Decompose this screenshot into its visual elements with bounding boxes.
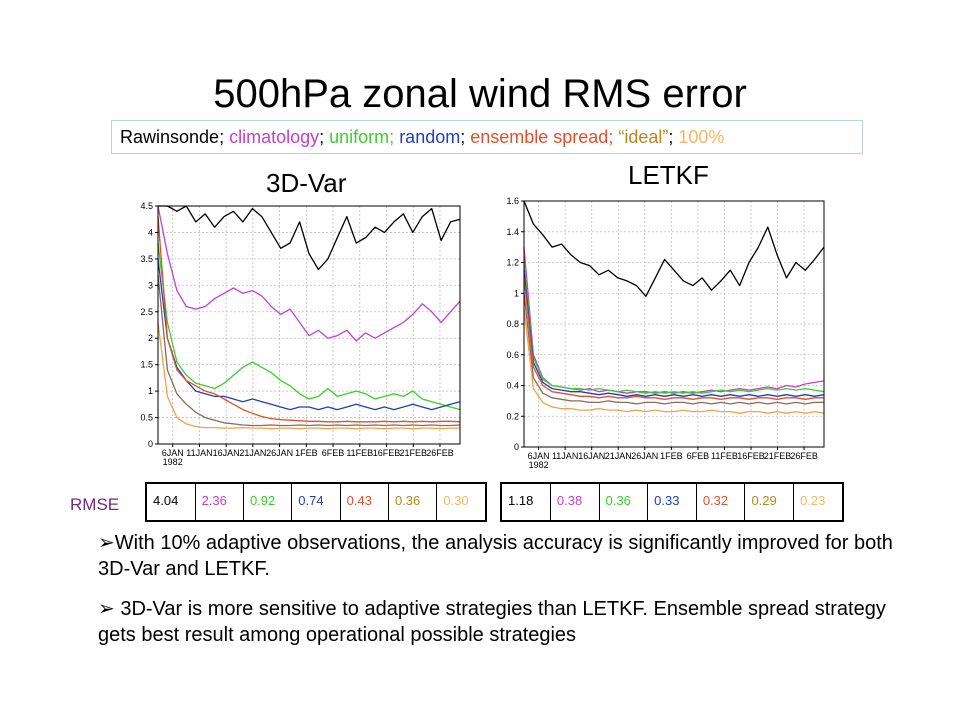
x-tick-label: 6FEB — [322, 448, 345, 458]
series-line — [523, 247, 825, 394]
x-tick-label: 11JAN — [186, 448, 212, 458]
chart-title-letkf: LETKF — [628, 160, 709, 190]
x-tick-label: 21FEB — [399, 448, 427, 458]
x-tick-label: 6JAN — [162, 448, 184, 458]
y-tick-label: 0.5 — [140, 413, 153, 423]
rmse-cell: 0.29 — [744, 482, 795, 522]
series-line — [523, 308, 825, 414]
series-line — [157, 205, 461, 342]
x-axis-year: 1982 — [163, 457, 183, 467]
plot-frame — [523, 200, 825, 448]
x-tick-label: 16JAN — [578, 451, 605, 461]
rmse-cell: 4.04 — [145, 482, 196, 522]
x-tick-label: 11FEB — [346, 448, 373, 458]
x-tick-label: 26JAN — [631, 451, 658, 461]
series-line — [523, 293, 824, 405]
legend-item: ; — [219, 127, 230, 147]
y-tick-label: 1 — [514, 288, 519, 298]
y-tick-label: 3.5 — [140, 254, 153, 264]
legend-item: random — [399, 127, 461, 147]
chart-letkf: 0 0.2 0.4 0.6 0.8 1 1.2 1.4 1.6 6JAN 11JAN 16JAN 21J… — [506, 196, 825, 470]
legend-item: 100% — [678, 127, 725, 147]
legend-item: ensemble spread; — [470, 127, 614, 147]
series-line — [157, 216, 461, 423]
rmse-table-letkf: 1.18 0.38 0.36 0.33 0.32 0.29 0.23 — [500, 482, 844, 522]
y-tick-label: 0.6 — [506, 350, 519, 360]
rmse-cell: 0.92 — [242, 482, 293, 522]
y-tick-label: 4 — [148, 227, 153, 237]
x-tick-label: 26FEB — [426, 448, 454, 458]
y-tick-label: 0.2 — [506, 411, 519, 421]
rmse-cell: 0.36 — [598, 482, 649, 522]
bullet-point-1: ➢With 10% adaptive observations, the ana… — [98, 532, 893, 580]
slide-title: 500hPa zonal wind RMS error — [213, 72, 747, 116]
x-tick-label: 26FEB — [790, 451, 818, 461]
y-tick-label: 1.4 — [506, 227, 519, 237]
rmse-table-3dvar: 4.04 2.36 0.92 0.74 0.43 0.36 0.30 — [145, 482, 487, 522]
chart-title-3dvar: 3D-Var — [266, 168, 347, 198]
legend-item: climatology — [229, 127, 320, 147]
rmse-cell: 0.30 — [436, 482, 487, 522]
rmse-cell: 0.32 — [695, 482, 746, 522]
legend-item: ; — [668, 127, 679, 147]
legend-item: ; — [319, 127, 330, 147]
y-tick-label: 2.5 — [140, 307, 153, 317]
legend-item: uniform; — [329, 127, 395, 147]
series-line — [157, 322, 460, 430]
x-tick-label: 6JAN — [528, 451, 550, 461]
legend-item: ; — [460, 127, 471, 147]
y-tick-label: 0 — [514, 442, 519, 452]
rmse-label: RMSE — [70, 495, 120, 514]
rmse-cell: 0.74 — [291, 482, 341, 522]
rmse-cell: 0.43 — [339, 482, 389, 522]
y-tick-label: 1.6 — [506, 196, 519, 206]
series-line — [523, 270, 825, 397]
legend-box: Rawinsonde; climatology; uniform; random… — [111, 120, 863, 154]
y-tick-label: 0 — [148, 439, 153, 449]
y-tick-label: 1.2 — [506, 258, 519, 268]
x-tick-label: 11FEB — [711, 451, 738, 461]
y-tick-label: 0.4 — [506, 381, 519, 391]
x-tick-label: 16FEB — [373, 448, 401, 458]
x-tick-label: 26JAN — [266, 448, 293, 458]
series-line — [157, 242, 461, 411]
plot-frame — [157, 205, 461, 445]
x-tick-label: 16JAN — [213, 448, 240, 458]
y-tick-label: 0.8 — [506, 319, 519, 329]
x-tick-label: 21JAN — [605, 451, 632, 461]
rmse-cell: 0.33 — [647, 482, 697, 522]
x-tick-label: 6FEB — [687, 451, 710, 461]
x-tick-label: 21JAN — [239, 448, 266, 458]
x-axis-year: 1982 — [529, 460, 549, 470]
rmse-cell: 2.36 — [194, 482, 244, 522]
y-tick-label: 3 — [148, 280, 153, 290]
legend-item: Rawinsonde — [120, 127, 220, 147]
bullet-point-2: ➢ 3D-Var is more sensitive to adaptive s… — [98, 598, 886, 646]
x-tick-label: 1FEB — [660, 451, 683, 461]
x-tick-label: 16FEB — [737, 451, 765, 461]
x-tick-label: 1FEB — [295, 448, 318, 458]
rmse-cell: 1.18 — [500, 482, 551, 522]
legend-item: “ideal” — [618, 127, 669, 147]
y-tick-label: 2 — [148, 333, 153, 343]
rmse-cell: 0.23 — [793, 482, 844, 522]
y-tick-label: 1.5 — [140, 360, 153, 370]
y-tick-label: 1 — [148, 386, 153, 396]
series-line — [523, 200, 825, 297]
series-line — [157, 274, 461, 427]
series-line — [158, 205, 461, 271]
series-line — [523, 277, 824, 400]
series-line — [157, 258, 461, 411]
x-tick-label: 21FEB — [764, 451, 792, 461]
y-tick-label: 4.5 — [140, 201, 153, 211]
rmse-cell: 0.36 — [387, 482, 438, 522]
series-line — [523, 262, 825, 394]
rmse-cell: 0.38 — [549, 482, 600, 522]
x-tick-label: 11JAN — [552, 451, 578, 461]
